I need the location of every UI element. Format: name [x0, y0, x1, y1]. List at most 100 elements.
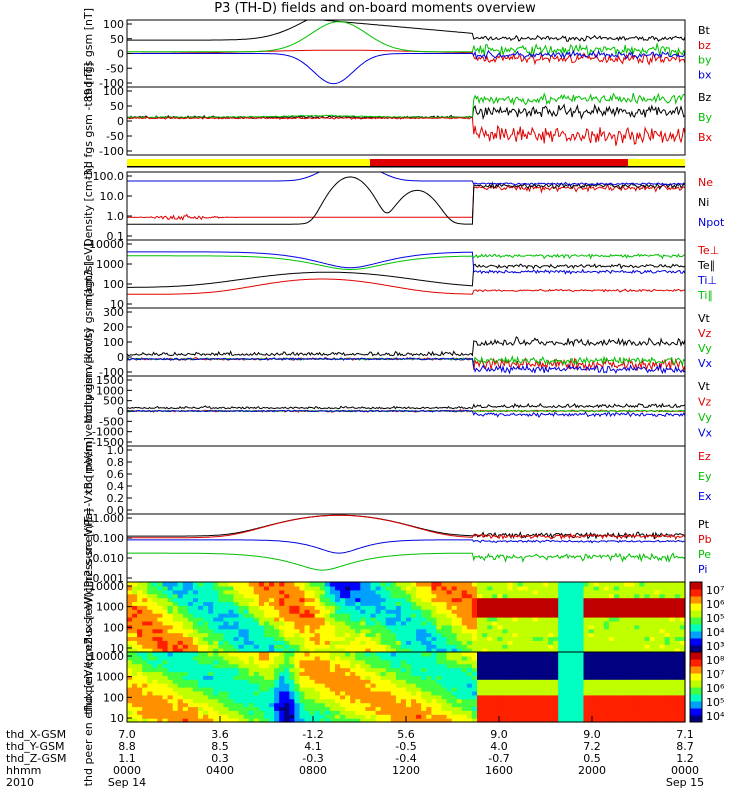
legend-bz: bz — [698, 39, 711, 52]
heatmap-cell — [527, 613, 534, 618]
heatmap-cell — [502, 679, 509, 684]
heatmap-cell — [137, 644, 143, 649]
region-bar — [127, 159, 685, 168]
heatmap-cell — [132, 714, 138, 719]
heatmap-cell — [177, 605, 184, 610]
heatmap-cell — [639, 679, 645, 684]
heatmap-cell — [400, 585, 407, 591]
heatmap-cell — [269, 648, 275, 653]
heatmap-cell — [284, 706, 290, 711]
y-tick-label: 1000 — [96, 601, 124, 614]
heatmap-cell — [147, 718, 153, 723]
heatmap-cell — [162, 640, 169, 645]
heatmap-cell — [461, 589, 468, 595]
heatmap-cell — [203, 671, 209, 676]
heatmap-cell — [614, 640, 620, 645]
heatmap-cell — [375, 613, 382, 618]
heatmap-cell — [228, 694, 235, 700]
heatmap-cell — [527, 698, 534, 704]
heatmap-cell — [502, 644, 509, 649]
heatmap-cell — [456, 582, 463, 587]
heatmap-cell — [350, 620, 356, 626]
heatmap-cell — [512, 601, 519, 606]
heatmap-cell — [406, 655, 412, 661]
heatmap-cell — [593, 698, 600, 704]
heatmap-cell — [669, 601, 676, 606]
heatmap-cell — [253, 597, 260, 603]
heatmap-cell — [223, 667, 230, 673]
heatmap-cell — [400, 597, 407, 603]
heatmap-cell — [370, 683, 377, 688]
heatmap-cell — [167, 718, 174, 723]
heatmap-cell — [142, 640, 148, 645]
heatmap-cell — [598, 718, 605, 723]
heatmap-cell — [274, 687, 280, 692]
heatmap-cell — [203, 582, 209, 587]
heatmap-cell — [426, 718, 432, 723]
heatmap-cell — [208, 589, 214, 595]
heatmap-cell — [629, 659, 635, 665]
heatmap-cell — [177, 652, 184, 657]
heatmap-cell — [380, 671, 387, 676]
heatmap-cell — [203, 698, 209, 704]
heatmap-cell — [639, 636, 645, 641]
heatmap-cell — [461, 644, 468, 649]
heatmap-cell — [548, 601, 554, 606]
legend-pt: Pt — [698, 518, 710, 531]
heatmap-cell — [558, 582, 564, 587]
heatmap-cell — [563, 679, 569, 684]
heatmap-cell — [264, 648, 270, 653]
heatmap-cell — [355, 609, 361, 614]
heatmap-cell — [588, 671, 595, 676]
heatmap-cell — [593, 632, 600, 638]
heatmap-cell — [238, 597, 245, 603]
heatmap-cell — [355, 675, 361, 680]
heatmap-cell — [177, 702, 184, 708]
heatmap-cell — [340, 655, 346, 661]
heatmap-cell — [487, 683, 493, 688]
heatmap-cell — [162, 628, 169, 634]
heatmap-cell — [218, 687, 224, 692]
heatmap-cell — [395, 648, 402, 653]
heatmap-cell — [527, 687, 534, 692]
heatmap-cell — [436, 706, 443, 711]
heatmap-cell — [441, 585, 448, 591]
heatmap-cell — [426, 648, 432, 653]
heatmap-cell — [269, 628, 275, 634]
y-tick-label: 10.0 — [100, 190, 125, 203]
y-tick-label: 0.010 — [93, 552, 125, 565]
heatmap-cell — [492, 585, 498, 591]
heatmap-cell — [294, 683, 301, 688]
heatmap-cell — [198, 648, 204, 653]
heatmap-cell — [406, 679, 412, 684]
heatmap-cell — [482, 636, 488, 641]
heatmap-cell — [177, 617, 184, 622]
heatmap-cell — [192, 620, 199, 626]
heatmap-cell — [517, 640, 524, 645]
heatmap-cell — [142, 582, 148, 587]
heatmap-cell — [258, 582, 265, 587]
heatmap-cell — [527, 690, 534, 696]
y-tick-label: 0.6 — [107, 468, 125, 481]
x-axis: thd_X-GSMthd_Y-GSMthd_Z-GSMhhmm20107.08.… — [6, 716, 704, 789]
heatmap-cell — [390, 593, 397, 599]
heatmap-cell — [679, 648, 686, 653]
heatmap-cell — [619, 617, 625, 622]
heatmap-cell — [172, 690, 179, 696]
heatmap-cell — [187, 585, 194, 591]
heatmap-cell — [649, 609, 656, 614]
heatmap-cell — [284, 632, 290, 638]
heatmap-cell — [436, 655, 443, 661]
heatmap-cell — [558, 648, 564, 653]
heatmap-cell — [253, 655, 260, 661]
heatmap-cell — [172, 714, 179, 719]
heatmap-cell — [593, 718, 600, 723]
heatmap-cell — [324, 636, 331, 641]
heatmap-cell — [304, 694, 311, 700]
heatmap-cell — [543, 617, 549, 622]
heatmap-cell — [654, 694, 661, 700]
heatmap-cell — [624, 718, 630, 723]
heatmap-cell — [269, 698, 275, 704]
heatmap-cell — [664, 667, 671, 673]
heatmap-cell — [664, 652, 671, 657]
